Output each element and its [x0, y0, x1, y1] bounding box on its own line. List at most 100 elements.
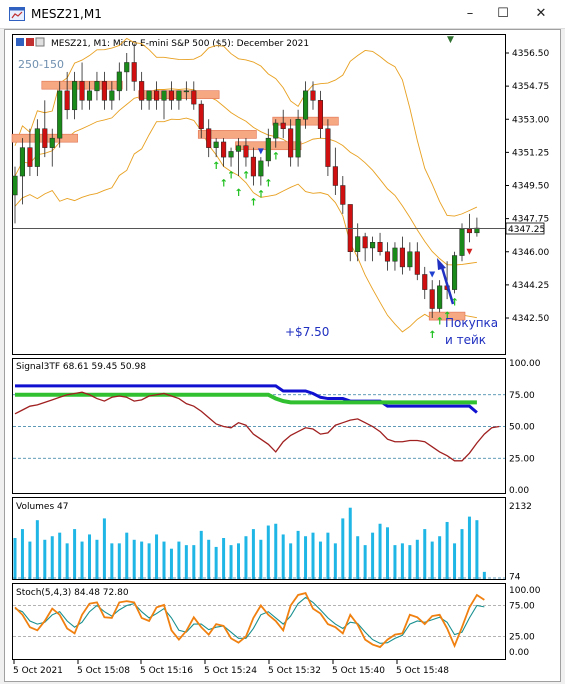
- candle-body: [288, 128, 294, 158]
- volume-bar: [400, 543, 404, 579]
- candle-body: [235, 145, 242, 152]
- order-marker-icon: [466, 248, 473, 255]
- price-tick-label: 4344.25: [512, 281, 549, 291]
- volume-bar: [438, 536, 442, 579]
- volume-bar: [13, 538, 17, 579]
- current-price-value: 4347.25: [508, 225, 545, 235]
- signal-tick-label: 75.00: [509, 391, 535, 401]
- volume-bar: [460, 529, 464, 579]
- candle-body: [340, 185, 346, 205]
- price-tick-label: 4353.00: [512, 115, 549, 125]
- signal-line-red: [14, 391, 500, 462]
- candle-body: [228, 151, 234, 158]
- volume-bar: [214, 546, 218, 579]
- time-tick-label: 5 Oct 15:24: [204, 666, 257, 676]
- time-axis: 5 Oct 2021 5 Oct 15:08 5 Oct 15:16 5 Oct 15…: [13, 660, 449, 676]
- volume-bar: [371, 532, 375, 579]
- candle-body: [414, 251, 420, 275]
- buy-signal-icon: ↑: [264, 179, 272, 190]
- volume-bar: [475, 520, 479, 579]
- buy-signal-icon: ↑: [220, 179, 228, 190]
- volume-bar: [50, 536, 54, 579]
- candle-body: [273, 122, 279, 139]
- volume-bar: [147, 543, 151, 579]
- chart-canvas[interactable]: MESZ21, M1: Micro E-mini S&P 500 ($5): D…: [5, 30, 560, 681]
- volume-bar: [125, 532, 129, 579]
- volume-bar: [378, 523, 382, 579]
- volume-bar: [155, 534, 159, 579]
- chart-header-text: MESZ21, M1: Micro E-mini S&P 500 ($5): D…: [51, 39, 309, 49]
- candle-body: [384, 251, 391, 262]
- minimize-button[interactable]: –: [466, 6, 474, 21]
- close-button[interactable]: ✕: [535, 6, 547, 21]
- symbol-icon: [26, 38, 34, 46]
- volume-bar: [423, 529, 427, 579]
- time-tick-label: 5 Oct 15:16: [140, 666, 193, 676]
- maximize-button[interactable]: ☐: [497, 6, 509, 21]
- volumes-tick-label: 74: [509, 572, 521, 582]
- volume-bar: [318, 541, 322, 579]
- buy-signal-icon: ↑: [227, 171, 235, 182]
- volume-bar: [199, 530, 203, 579]
- stoch-tick-label: 0.00: [509, 648, 529, 658]
- candle-body: [154, 90, 160, 101]
- volume-bar: [453, 543, 457, 579]
- signal-tick-label: 0.00: [509, 486, 529, 496]
- annotation-arrow-icon: [437, 258, 455, 305]
- candle-body: [362, 236, 368, 249]
- volume-bar: [415, 539, 419, 579]
- candle-body: [12, 175, 18, 196]
- buy-signal-icon: ↑: [443, 311, 451, 322]
- candle-body: [198, 103, 204, 129]
- candle-body: [213, 141, 219, 148]
- volume-bar: [237, 543, 240, 579]
- candle-body: [399, 247, 405, 268]
- stoch-levels: [13, 605, 505, 637]
- volume-bar: [445, 521, 449, 579]
- symbol-icon: [35, 37, 45, 47]
- price-tick-label: 4354.75: [512, 82, 549, 92]
- candle-body: [27, 147, 33, 167]
- stoch-axis: 100.00 75.00 25.00 0.00: [509, 586, 541, 658]
- volume-bar: [229, 545, 233, 579]
- annotation-text: и тейк: [445, 333, 486, 347]
- overlay-label: 250-150: [18, 58, 64, 71]
- price-tick-label: 4346.00: [512, 248, 549, 258]
- volumes-tick-label: 2132: [509, 502, 532, 512]
- candle-body: [429, 289, 435, 309]
- candle-body: [221, 141, 227, 158]
- order-marker-icon: [257, 148, 264, 155]
- signal-marks: ↑↑↑↑↑↑↑↑↑↑↑ ↑↑: [212, 148, 473, 341]
- candle-body: [437, 285, 443, 309]
- candle-body: [42, 128, 48, 148]
- candle-body: [303, 90, 309, 120]
- symbol-icon: [16, 38, 24, 46]
- buy-signal-icon: ↑: [272, 152, 280, 163]
- candle-body: [325, 128, 331, 167]
- chart-window[interactable]: MESZ21, M1: Micro E-mini S&P 500 ($5): D…: [4, 29, 561, 682]
- order-marker-icon: [429, 271, 436, 278]
- candle-body: [183, 90, 189, 93]
- volume-bar: [356, 536, 360, 579]
- candle-body: [94, 81, 100, 92]
- volume-bar: [363, 545, 367, 579]
- volume-bar: [296, 530, 300, 579]
- volumes-header: Volumes 47: [16, 502, 68, 512]
- volume-bar: [348, 507, 352, 579]
- window-title: MESZ21,M1: [31, 7, 102, 21]
- volume-bar: [259, 539, 263, 579]
- candle-body: [191, 90, 197, 105]
- candle-body: [310, 90, 316, 101]
- volume-bar: [266, 525, 270, 579]
- volume-bar: [177, 541, 181, 579]
- volume-bar: [140, 541, 144, 579]
- candle-body: [392, 247, 398, 262]
- collapse-arrow-icon[interactable]: ▼: [447, 35, 454, 45]
- price-tick-label: 4347.75: [512, 215, 549, 225]
- time-tick-label: 5 Oct 15:40: [332, 666, 385, 676]
- candle-body: [101, 81, 107, 101]
- volume-bar: [333, 543, 337, 579]
- stoch-tick-label: 75.00: [509, 602, 535, 612]
- volume-bar: [169, 548, 173, 579]
- signal-axis: 100.00 75.00 50.00 25.00 0.00: [509, 359, 541, 496]
